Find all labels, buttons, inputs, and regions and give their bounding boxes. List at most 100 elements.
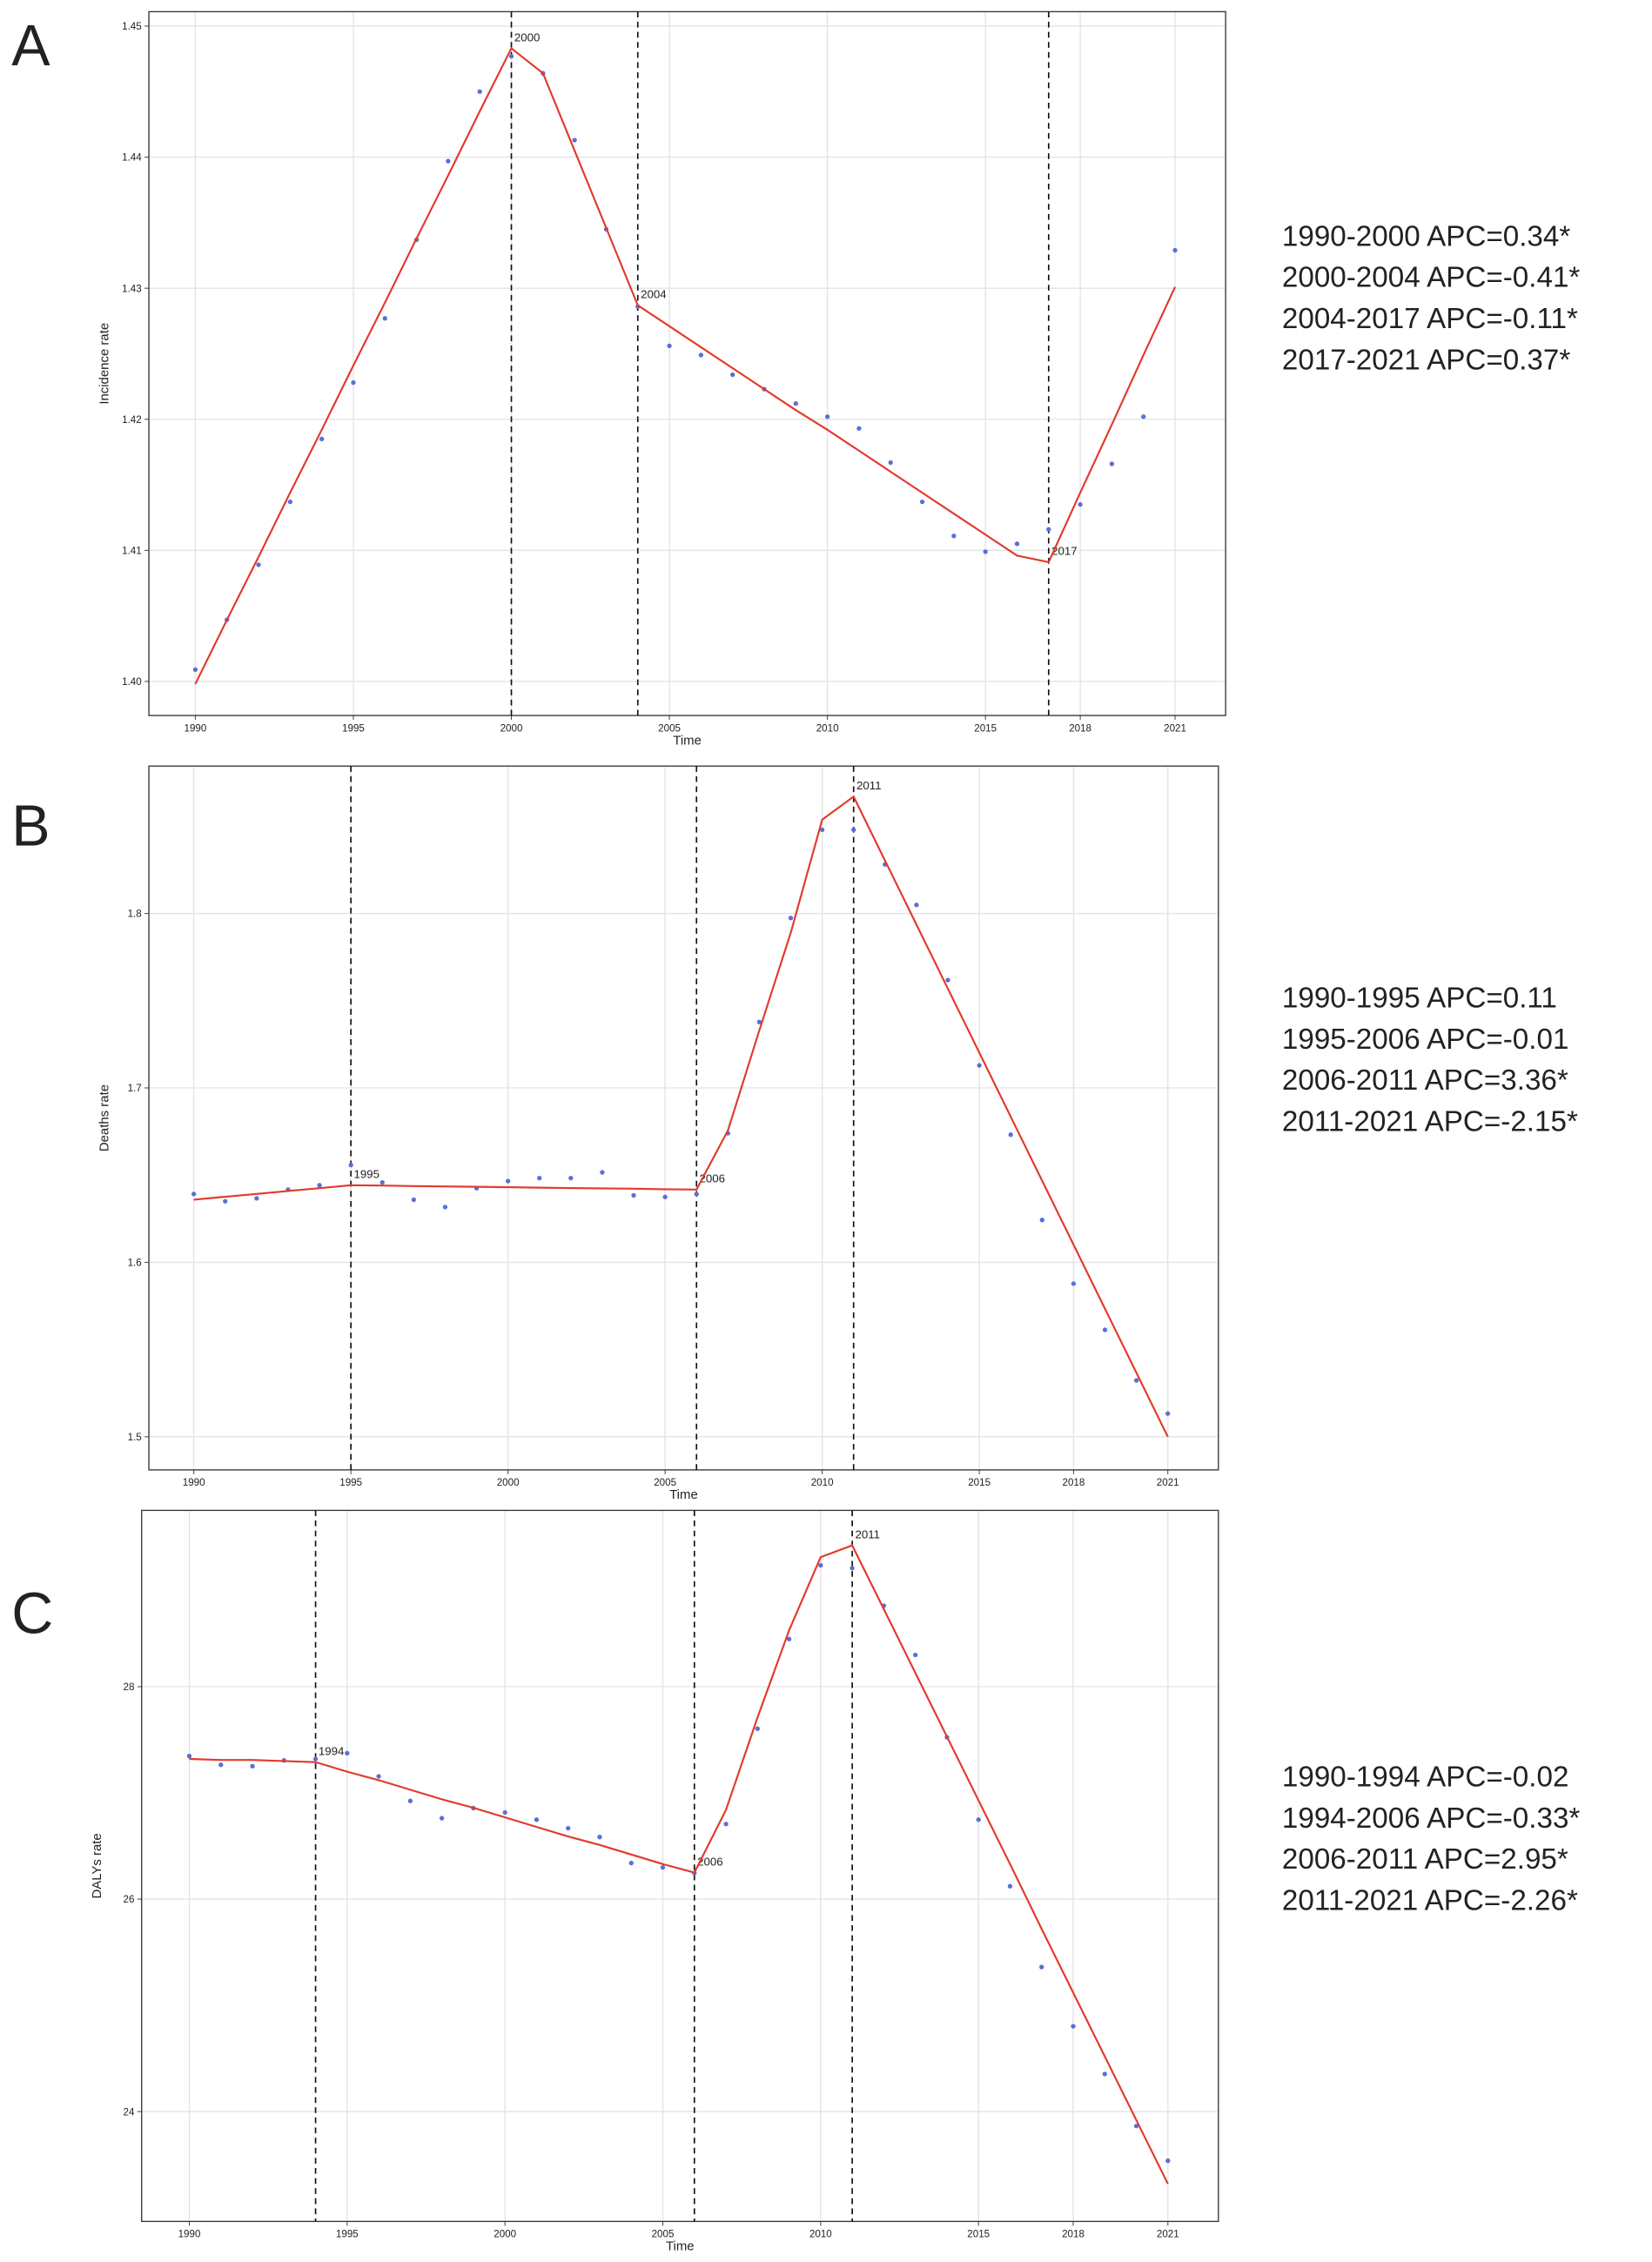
data-point (662, 1194, 668, 1199)
data-point (1133, 1378, 1139, 1383)
data-point (786, 1636, 792, 1641)
data-point (788, 916, 794, 921)
apc-annotation: 1990-2000 APC=0.34* (1282, 220, 1570, 252)
x-tick-label: 1995 (342, 722, 365, 734)
data-point (312, 1756, 319, 1762)
x-tick-label: 2000 (497, 1477, 520, 1488)
data-point (977, 1063, 982, 1068)
data-point (1102, 1327, 1108, 1332)
data-point (191, 1191, 197, 1197)
plot-background (149, 766, 1219, 1470)
panel-label: C (11, 1582, 53, 1647)
x-tick-label: 2015 (974, 722, 997, 734)
joinpoint-label: 2006 (697, 1855, 723, 1868)
data-point (411, 1197, 417, 1203)
x-axis-label: Time (673, 733, 702, 748)
x-tick-label: 2015 (967, 2229, 990, 2240)
x-tick-label: 2018 (1063, 1477, 1085, 1488)
joinpoint-label: 2011 (856, 779, 882, 792)
data-point (660, 1864, 666, 1870)
apc-annotation: 2006-2011 APC=3.36* (1282, 1064, 1568, 1097)
data-point (1172, 247, 1178, 253)
y-axis-label: Deaths rate (97, 1084, 112, 1151)
plot-background (149, 11, 1226, 716)
data-point (376, 1774, 381, 1779)
y-tick-label: 1.7 (128, 1083, 142, 1094)
data-point (1007, 1883, 1013, 1889)
data-point (819, 827, 825, 833)
y-tick-label: 24 (124, 2106, 135, 2118)
plot-border (148, 765, 1219, 1471)
x-tick-label: 2000 (494, 2229, 516, 2240)
data-point (502, 1809, 507, 1816)
data-point (888, 460, 893, 466)
data-point (537, 1175, 542, 1181)
data-point (319, 436, 325, 441)
x-tick-label: 2005 (652, 2229, 675, 2240)
plot-border (148, 10, 1226, 716)
y-axis-label: DALYs rate (90, 1833, 104, 1898)
data-point (597, 1835, 602, 1840)
x-tick-label: 2010 (816, 722, 839, 734)
x-tick-label: 1990 (184, 722, 206, 734)
data-point (914, 903, 919, 908)
data-point (628, 1860, 634, 1866)
data-point (348, 1162, 353, 1168)
panel-label: B (11, 795, 50, 859)
fitted-line (189, 1544, 1169, 2185)
x-tick-label: 2010 (811, 1477, 834, 1488)
data-point (442, 1205, 448, 1210)
data-point (287, 499, 293, 505)
data-point (824, 414, 830, 420)
apc-annotation: 2006-2011 APC=2.95* (1282, 1843, 1568, 1876)
joinpoint-label: 1995 (353, 1168, 379, 1181)
y-axis-label: Incidence rate (97, 323, 112, 405)
y-tick-label: 1.40 (122, 676, 142, 688)
y-tick-label: 26 (124, 1894, 135, 1905)
data-point (351, 379, 356, 386)
apc-annotation: 1994-2006 APC=-0.33* (1282, 1802, 1581, 1835)
data-point (223, 1198, 228, 1204)
y-tick-label: 1.45 (122, 21, 142, 32)
panel-label: A (11, 14, 50, 78)
x-tick-label: 2021 (1164, 722, 1186, 734)
data-point (945, 977, 950, 983)
data-point (793, 401, 798, 406)
y-tick-label: 1.8 (128, 909, 142, 920)
x-axis-label: Time (666, 2239, 695, 2254)
fitted-line (193, 795, 1169, 1438)
data-point (407, 1798, 413, 1803)
x-tick-label: 2021 (1157, 1477, 1179, 1488)
joinpoint-label: 2006 (700, 1172, 726, 1185)
data-point (851, 827, 856, 833)
data-point (192, 667, 198, 673)
data-point (1071, 1281, 1077, 1286)
x-tick-label: 2005 (654, 1477, 676, 1488)
y-tick-label: 1.42 (122, 414, 142, 426)
apc-annotation: 1990-1995 APC=0.11 (1282, 983, 1557, 1015)
data-point (1039, 1964, 1044, 1970)
data-point (568, 1175, 574, 1181)
plot-border (141, 1509, 1219, 2223)
apc-annotation: 2017-2021 APC=0.37* (1282, 344, 1570, 376)
panel: 24 26 28 1990 1995 2000 2005 2010 2015 2018 2021 Ti… (11, 1509, 1581, 2254)
data-point (446, 158, 451, 164)
data-point (913, 1652, 918, 1658)
fitted-line (194, 46, 1177, 685)
data-point (439, 1816, 445, 1821)
data-point (856, 426, 862, 431)
x-axis-label: Time (669, 1487, 698, 1502)
y-tick-label: 28 (124, 1681, 135, 1693)
joinpoint-label: 1994 (319, 1744, 345, 1757)
panel: 1.40 1.41 1.42 1.43 1.44 1.45 1990 1995 2000 2005… (11, 10, 1581, 748)
joinpoint-label: 2011 (855, 1527, 880, 1540)
data-point (818, 1562, 823, 1568)
data-point (317, 1183, 322, 1188)
apc-annotation: 2000-2004 APC=-0.41* (1282, 262, 1581, 294)
y-tick-label: 1.5 (128, 1432, 142, 1443)
y-tick-label: 1.43 (122, 283, 142, 294)
data-point (951, 534, 957, 539)
data-point (698, 352, 704, 358)
